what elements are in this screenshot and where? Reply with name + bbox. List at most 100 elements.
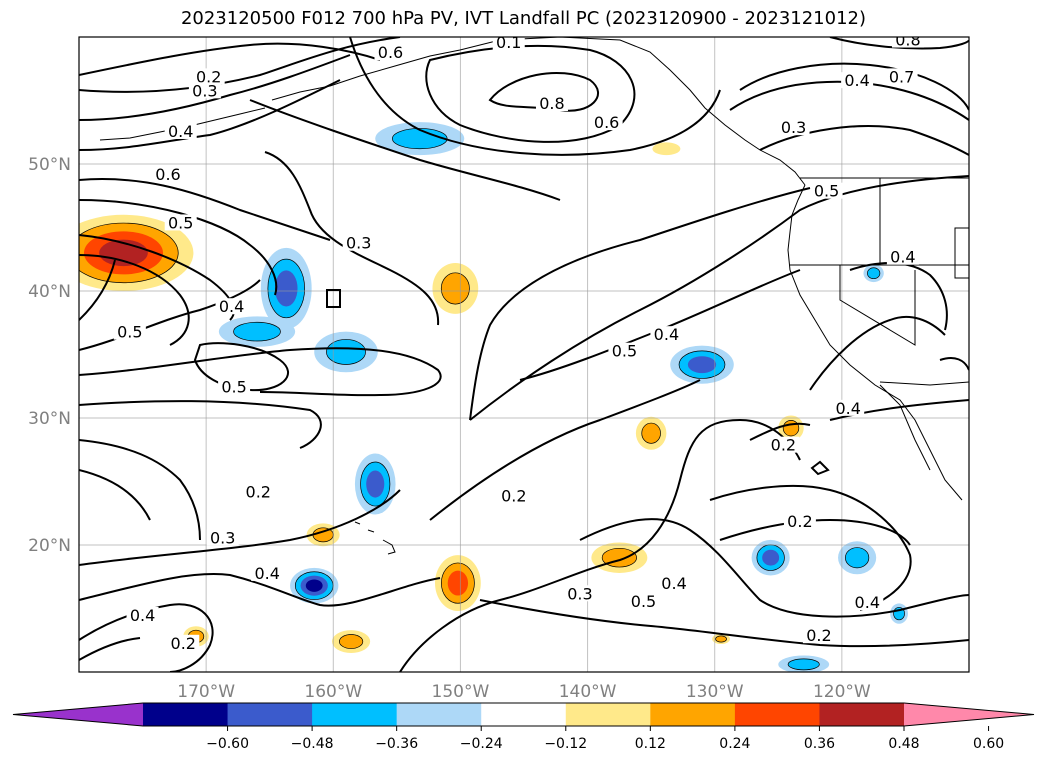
contour-label-gap [658,575,691,592]
colorbar-extend-max [904,703,1034,726]
contour-label: 0.3 [346,234,371,253]
longitude-labels: 170°W 160°W 150°W 140°W 130°W 120°W [177,682,871,702]
contour-label: 0.3 [781,118,806,137]
colorbar-tick-label: 0.24 [719,736,750,752]
pv-anomaly-blob [435,555,481,612]
map-title: 2023120500 F012 700 hPa PV, IVT Landfall… [180,8,867,29]
contour-label-gap [188,82,221,99]
colorbar-tick-label: 0.12 [635,736,666,752]
pv-anomaly-level [787,658,820,671]
contour-label: 0.4 [890,248,915,267]
colorbar-tick-label: 0.48 [888,736,919,752]
contour-label-gap [215,298,248,315]
pv-anomaly-level [305,579,323,592]
contour-label: 0.5 [168,213,193,232]
contour-label: 0.5 [117,323,142,342]
contour-label: 0.4 [219,297,244,316]
contour-label-gap [342,234,375,251]
contour-label-gap [783,512,816,529]
latitude-labels: 50°N 40°N 30°N 20°N [28,155,71,556]
contour-label: 0.4 [168,122,193,141]
pv-anomaly-blob [218,316,296,347]
contour-label-gap [492,37,525,51]
contour-label-gap [535,95,568,112]
pv-anomaly-blob [591,542,648,573]
contour-label: 0.4 [661,574,686,593]
pv-anomaly-level [274,270,298,307]
colorbar-segment [819,703,905,726]
contour-label: 0.2 [501,486,526,505]
baja-california [879,384,931,471]
pv-anomaly-blob [635,416,667,450]
contour-label: 0.2 [196,67,221,86]
pv-anomaly-level [762,549,780,566]
pv-anomaly-blob [838,541,877,575]
colorbar-segment [650,703,736,726]
contour-label-gap [802,627,835,644]
colorbar-tick-label: −0.36 [375,736,418,752]
latitude-label: 50°N [28,155,71,175]
contour-label-gap [126,606,159,623]
pv-anomaly-blob [332,630,371,653]
contour-label-gap [590,114,623,131]
contour-label-gap [650,326,683,343]
contour-label-gap [810,182,843,199]
colorbar: −0.60 −0.48 −0.36 −0.24 −0.12 0.12 0.24 0.36 0.4… [12,702,1035,752]
contour-label-gap [164,214,197,231]
contour-label-gap [832,399,865,416]
pv-anomaly-blob [751,539,790,576]
longitude-label: 140°W [559,682,617,702]
mexico-border [879,381,969,386]
colorbar-segment [143,703,229,726]
contour-label: 0.6 [594,113,619,132]
pv-anomaly-level [447,570,469,596]
gridlines [79,37,969,672]
pv-anomaly-blob [354,453,396,515]
pv-anomaly-shading [79,122,908,672]
contour-label-gap [206,529,239,546]
pv-anomaly-blob [314,331,378,373]
colorbar-segment [396,703,482,726]
contour-label: 0.4 [254,564,279,583]
contour-label-gap [851,594,884,611]
colorbar-tick-label: −0.12 [544,736,587,752]
latitude-label: 40°N [28,282,71,302]
colorbar-tick-label: 0.60 [973,736,1004,752]
contour-label-gap [608,342,641,359]
contour-label: 0.7 [889,67,914,86]
contour-label: 0.5 [221,377,246,396]
contour-label-gap [885,68,918,85]
contour-label-gap [497,487,530,504]
contour-label-gap [218,378,251,395]
contour-label-gap [192,68,225,85]
contour-label: 0.5 [631,592,656,611]
pv-anomaly-blob [432,263,479,314]
contour-label: 0.6 [378,43,403,62]
longitude-label: 160°W [304,682,362,702]
contour-label: 0.8 [539,94,564,113]
pv-anomaly-blob [863,264,884,283]
pv-anomaly-level [440,272,470,305]
longitude-label: 120°W [813,682,871,702]
map-frame [78,36,970,673]
contour-label-gap [627,592,660,609]
contour-label-gap [841,72,874,89]
longitude-label: 130°W [686,682,744,702]
contour-label: 0.5 [612,342,637,361]
colorbar-segment [312,703,398,726]
contour-label-gap [767,436,800,453]
contour-label: 0.3 [210,528,235,547]
contour-label: 0.3 [192,81,217,100]
north-america-west-coast [787,184,963,501]
pv-anomaly-level [687,356,717,374]
contour-label: 0.1 [496,33,521,52]
pv-anomaly-blob [712,633,730,645]
colorbar-extend-min [13,703,143,726]
pv-anomaly-level [366,470,385,498]
contour-label-gap [891,37,924,48]
colorbar-segment [734,703,820,726]
contour-label: 0.8 [895,31,920,50]
colorbar-segment [565,703,651,726]
contour-label-gap [113,323,146,340]
